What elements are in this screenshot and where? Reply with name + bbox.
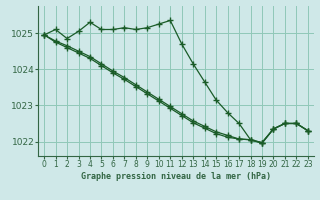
X-axis label: Graphe pression niveau de la mer (hPa): Graphe pression niveau de la mer (hPa) xyxy=(81,172,271,181)
